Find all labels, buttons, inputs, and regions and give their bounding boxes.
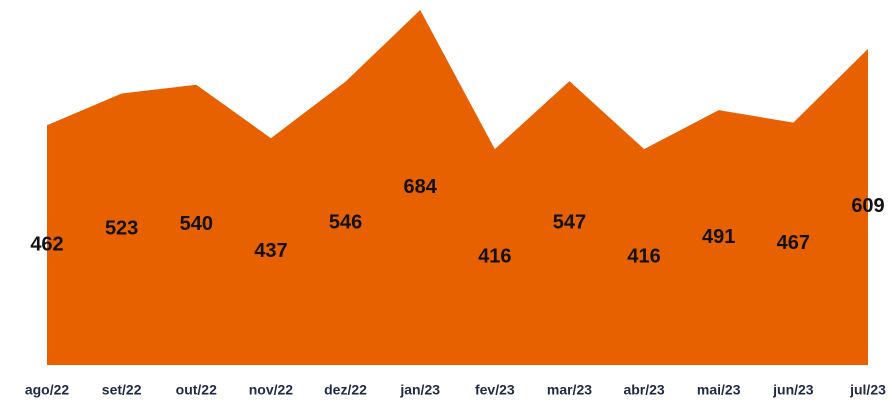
x-tick-label: abr/23 — [623, 382, 664, 398]
data-label: 491 — [702, 226, 735, 248]
data-label: 467 — [777, 232, 810, 254]
x-tick-label: jun/23 — [772, 382, 814, 398]
data-label: 609 — [851, 195, 884, 217]
x-tick-label: nov/22 — [249, 382, 294, 398]
x-tick-label: set/22 — [102, 382, 142, 398]
x-tick-label: mar/23 — [547, 382, 592, 398]
data-label: 540 — [180, 213, 213, 235]
data-label: 437 — [254, 240, 287, 262]
data-label: 462 — [30, 233, 63, 255]
data-label: 416 — [627, 245, 660, 267]
x-tick-label: ago/22 — [25, 382, 70, 398]
data-label: 523 — [105, 218, 138, 240]
data-label: 416 — [478, 245, 511, 267]
data-label: 684 — [403, 176, 437, 198]
x-tick-label: dez/22 — [324, 382, 367, 398]
data-label: 547 — [553, 211, 586, 233]
data-label: 546 — [329, 212, 362, 234]
x-tick-label: jan/23 — [399, 382, 440, 398]
x-tick-label: out/22 — [176, 382, 217, 398]
x-tick-label: mai/23 — [697, 382, 741, 398]
area — [47, 10, 868, 365]
x-tick-label: fev/23 — [475, 382, 515, 398]
x-tick-label: jul/23 — [849, 382, 886, 398]
